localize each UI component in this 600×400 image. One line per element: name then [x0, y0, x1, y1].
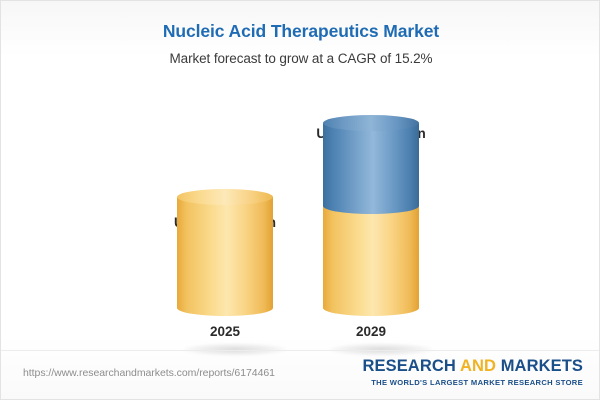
brand-tagline: THE WORLD'S LARGEST MARKET RESEARCH STOR… [371, 378, 583, 387]
chart-footer: https://www.researchandmarkets.com/repor… [1, 350, 599, 399]
chart-subtitle: Market forecast to grow at a CAGR of 15.… [169, 51, 433, 66]
cylinder-top-ellipse [177, 189, 273, 205]
chart-plot-area: USD 6.94 Billion 2025 USD 12.24 Billion [1, 1, 599, 356]
brand-word-markets: MARKETS [500, 357, 583, 375]
x-axis-label-2029: 2029 [355, 324, 387, 339]
brand-word-and: AND [459, 357, 497, 375]
brand-word-research: RESEARCH [362, 357, 456, 375]
x-axis-label-2025: 2025 [209, 324, 241, 339]
cylinder-body [323, 123, 419, 206]
bar-shadow [183, 343, 287, 356]
page-title: Nucleic Acid Therapeutics Market [162, 21, 440, 41]
brand-wordmark: RESEARCH AND MARKETS [362, 357, 583, 376]
brand-logo[interactable]: RESEARCH AND MARKETS THE WORLD'S LARGEST… [362, 357, 583, 387]
cylinder-body [177, 197, 273, 308]
bar-shadow [329, 343, 433, 356]
source-url-link[interactable]: https://www.researchandmarkets.com/repor… [23, 367, 275, 379]
bar-2029-growth-segment[interactable] [323, 115, 419, 214]
cylinder-body [323, 206, 419, 308]
cylinder-top-ellipse [323, 115, 419, 131]
chart-header: Nucleic Acid Therapeutics Market Market … [1, 1, 599, 66]
bar-2025-base-segment[interactable] [177, 189, 273, 316]
bar-2029-base-segment[interactable] [323, 206, 419, 316]
